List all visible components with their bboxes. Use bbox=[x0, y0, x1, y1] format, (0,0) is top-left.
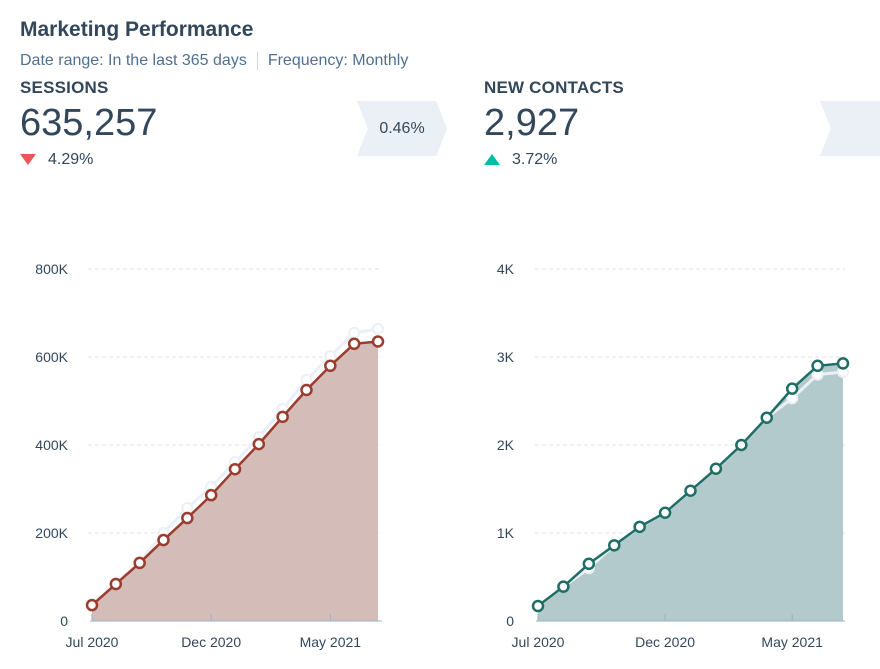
sessions-area bbox=[92, 341, 378, 621]
data-point bbox=[204, 488, 218, 502]
comparison-point bbox=[348, 326, 361, 339]
data-point bbox=[531, 599, 545, 613]
conversion-rate: 0.46% bbox=[379, 119, 425, 137]
x-tick-label: May 2021 bbox=[761, 634, 823, 650]
data-point bbox=[324, 359, 337, 373]
y-tick-label: 4K bbox=[497, 261, 515, 277]
x-tick-label: May 2021 bbox=[300, 634, 362, 650]
data-point bbox=[557, 580, 570, 593]
data-point bbox=[109, 577, 123, 591]
data-point bbox=[276, 410, 289, 424]
data-point bbox=[371, 335, 385, 348]
data-point bbox=[735, 438, 748, 452]
data-point bbox=[684, 484, 697, 498]
down-triangle-icon bbox=[20, 154, 36, 166]
data-point bbox=[157, 533, 170, 547]
conversion-rate-arrow: 0.46% bbox=[357, 101, 447, 156]
y-tick-label: 600K bbox=[35, 349, 68, 365]
data-point bbox=[760, 411, 773, 424]
y-tick-label: 0 bbox=[506, 613, 514, 629]
comparison-point bbox=[372, 322, 384, 335]
comparison-point bbox=[300, 373, 313, 386]
data-point bbox=[300, 383, 313, 397]
report-filters: Date range: In the last 365 days Frequenc… bbox=[20, 52, 408, 70]
contacts-value: 2,927 bbox=[484, 102, 580, 144]
comparison-point bbox=[181, 501, 194, 514]
data-point bbox=[633, 520, 646, 534]
y-tick-label: 2K bbox=[497, 437, 515, 453]
page-title: Marketing Performance bbox=[20, 18, 254, 41]
y-tick-label: 1K bbox=[497, 525, 515, 541]
x-tick-label: Dec 2020 bbox=[181, 634, 241, 650]
sessions-value: 635,257 bbox=[20, 102, 158, 144]
data-point bbox=[181, 511, 194, 525]
y-tick-label: 800K bbox=[35, 261, 68, 277]
data-point bbox=[836, 357, 850, 370]
y-tick-label: 400K bbox=[35, 437, 68, 453]
data-point bbox=[133, 556, 146, 570]
sessions-card: SESSIONS 635,257 4.29% bbox=[20, 78, 157, 169]
up-triangle-icon bbox=[484, 154, 500, 166]
new-contacts-card: NEW CONTACTS 2,927 3.72% bbox=[484, 78, 624, 169]
contacts-change: 3.72% bbox=[512, 151, 558, 168]
data-point bbox=[347, 337, 361, 351]
x-tick-label: Dec 2020 bbox=[635, 634, 695, 650]
data-point bbox=[811, 359, 824, 373]
data-point bbox=[85, 598, 99, 612]
data-point bbox=[582, 557, 596, 571]
x-tick-label: Jul 2020 bbox=[66, 634, 119, 650]
x-tick-label: Jul 2020 bbox=[512, 634, 565, 650]
y-tick-label: 0 bbox=[60, 613, 68, 629]
data-point bbox=[785, 382, 799, 395]
frequency-filter[interactable]: Frequency: Monthly bbox=[267, 52, 409, 70]
divider bbox=[256, 52, 258, 70]
y-tick-label: 200K bbox=[35, 525, 68, 541]
sessions-label: SESSIONS bbox=[20, 78, 109, 97]
data-point bbox=[658, 506, 672, 520]
data-point bbox=[709, 462, 723, 476]
data-point bbox=[252, 437, 266, 451]
sessions-change: 4.29% bbox=[48, 151, 94, 168]
data-point bbox=[608, 539, 621, 552]
date-range-filter[interactable]: Date range: In the last 365 days bbox=[20, 52, 247, 70]
contacts-label: NEW CONTACTS bbox=[484, 78, 624, 97]
y-tick-label: 3K bbox=[497, 349, 515, 365]
data-point bbox=[228, 462, 242, 476]
